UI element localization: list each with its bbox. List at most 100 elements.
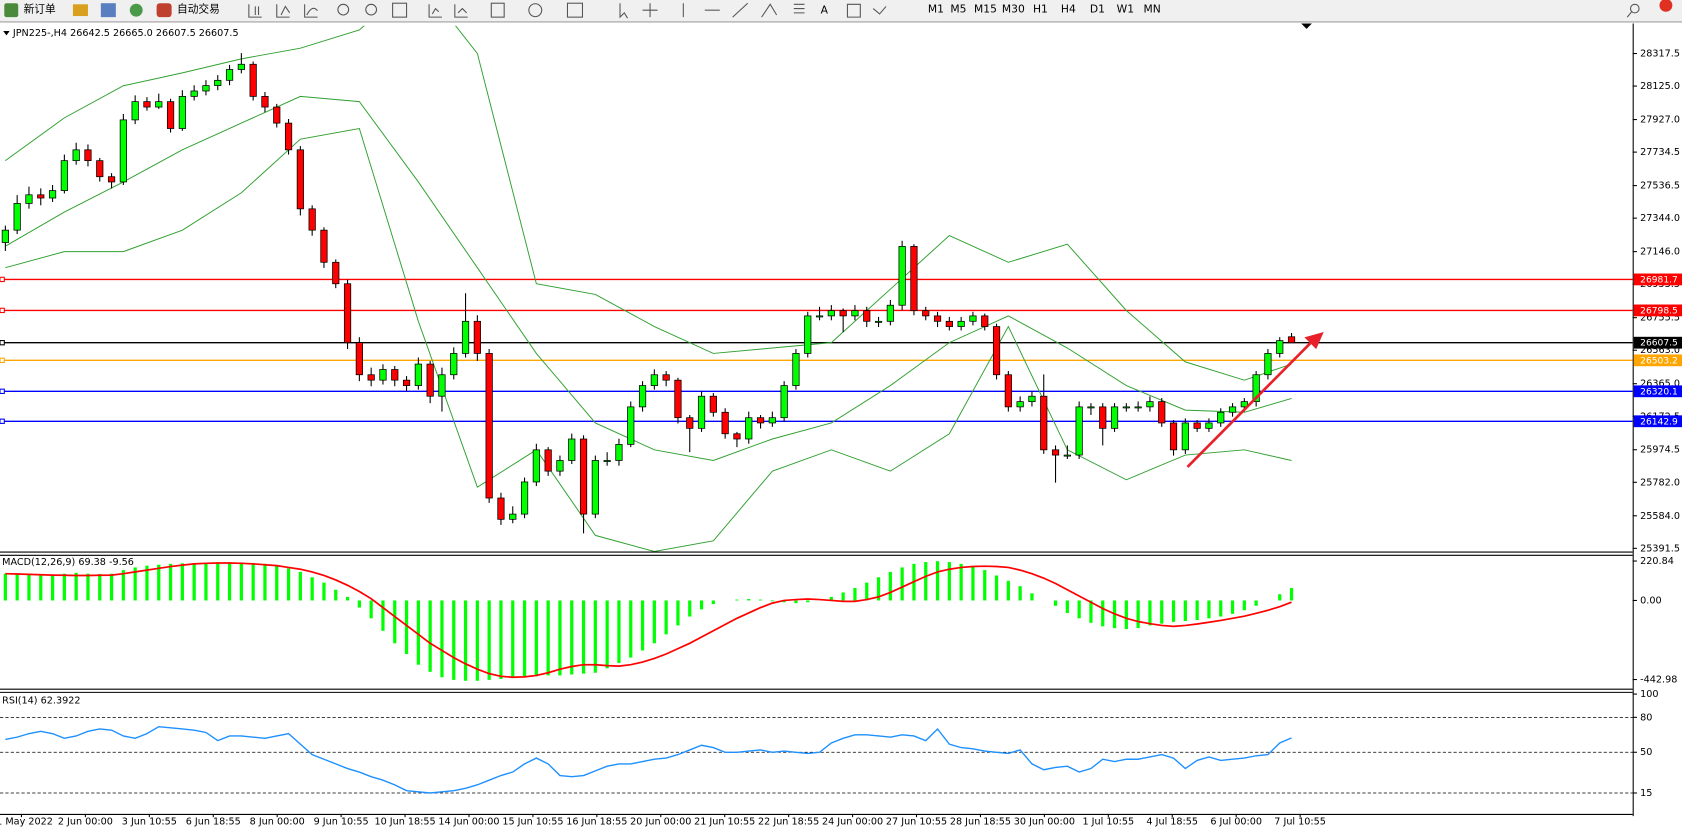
auto-trade-icon[interactable] bbox=[156, 3, 172, 18]
macd-bar bbox=[1148, 600, 1152, 626]
level-label: 26503.2 bbox=[1640, 356, 1678, 366]
period-button[interactable]: M30 bbox=[1002, 3, 1025, 16]
icon[interactable] bbox=[100, 3, 116, 18]
macd-bar bbox=[1289, 588, 1294, 601]
macd-bar bbox=[853, 587, 857, 601]
candle-body bbox=[745, 417, 753, 440]
macd-bar bbox=[1230, 600, 1235, 614]
macd-bar bbox=[487, 600, 491, 680]
candle-body bbox=[414, 363, 422, 386]
candle-body bbox=[863, 310, 871, 322]
macd-bar bbox=[1077, 600, 1081, 619]
macd-bar bbox=[1053, 600, 1058, 606]
candle-body bbox=[1228, 406, 1237, 413]
candle-body bbox=[969, 315, 977, 322]
macd-bar bbox=[15, 573, 19, 601]
macd-bar bbox=[109, 573, 114, 601]
candle-body bbox=[556, 460, 564, 472]
candle-body bbox=[945, 320, 953, 327]
level-label: 26607.5 bbox=[1640, 339, 1678, 349]
y-tick-label: 26755.5 bbox=[1640, 313, 1680, 324]
chart-header: JPN225-,H4 26642.5 26665.0 26607.5 26607… bbox=[12, 28, 239, 39]
candle-body bbox=[568, 438, 576, 461]
candle-body bbox=[615, 444, 623, 461]
candle-body bbox=[662, 374, 670, 381]
toolbar-icons[interactable] bbox=[248, 2, 1640, 19]
macd-bar bbox=[994, 575, 999, 601]
x-tick-label: 24 Jun 00:00 bbox=[822, 816, 883, 827]
candle-body bbox=[992, 326, 1001, 376]
y-tick-label: 27146.0 bbox=[1640, 247, 1680, 258]
macd-bar bbox=[1124, 600, 1128, 630]
auto-trade-button[interactable]: 自动交易 bbox=[177, 3, 220, 16]
level-label: 26142.9 bbox=[1640, 417, 1678, 427]
macd-bar bbox=[1278, 594, 1282, 601]
candle-body bbox=[497, 497, 505, 520]
x-tick-label: 10 Jun 18:55 bbox=[374, 816, 435, 827]
x-tick-label: 4 Jul 18:55 bbox=[1146, 816, 1198, 827]
new-order-icon[interactable] bbox=[4, 3, 19, 18]
period-button[interactable]: H4 bbox=[1061, 3, 1076, 16]
macd-bar bbox=[133, 567, 137, 601]
new-order-button[interactable]: 新订单 bbox=[24, 3, 56, 16]
macd-bar bbox=[157, 564, 161, 601]
macd-bar bbox=[404, 600, 409, 655]
candle-body bbox=[296, 149, 304, 210]
candle-body bbox=[874, 320, 883, 323]
macd-bar bbox=[971, 566, 975, 601]
macd-bar bbox=[888, 571, 892, 601]
icon[interactable] bbox=[72, 4, 88, 17]
macd-bar bbox=[593, 600, 597, 673]
macd-bar bbox=[227, 562, 232, 601]
level-handle bbox=[0, 388, 5, 394]
macd-bar bbox=[794, 600, 798, 604]
candle-body bbox=[450, 353, 458, 376]
trend-arrow bbox=[1186, 332, 1324, 468]
notification-badge[interactable] bbox=[1659, 0, 1673, 12]
period-button[interactable]: M1 bbox=[928, 3, 944, 16]
axes: 28317.5 28125.0 27927.0 27734.5 27536.5 27344… bbox=[0, 49, 1680, 828]
macd-bar bbox=[782, 600, 786, 603]
candle-body bbox=[72, 149, 80, 162]
candle-body bbox=[1146, 401, 1154, 408]
text-tool-icon[interactable]: A bbox=[821, 4, 829, 17]
period-button[interactable]: D1 bbox=[1090, 3, 1105, 16]
candle-body bbox=[1087, 406, 1095, 409]
candle-body bbox=[933, 315, 942, 322]
level-label-bg bbox=[1633, 304, 1682, 317]
bollinger-band bbox=[5, 25, 1292, 381]
period-button[interactable]: H1 bbox=[1033, 3, 1048, 16]
period-button[interactable]: M5 bbox=[950, 3, 966, 16]
x-tick-label: 8 Jun 00:00 bbox=[250, 816, 305, 827]
rsi-line bbox=[5, 725, 1292, 794]
macd-bar bbox=[546, 600, 550, 676]
candle-body bbox=[202, 85, 210, 92]
period-button[interactable]: W1 bbox=[1117, 3, 1134, 16]
toolbar-bg bbox=[0, 0, 1682, 22]
macd-bar bbox=[216, 562, 220, 601]
candle-body bbox=[190, 90, 198, 97]
candle-body bbox=[591, 460, 599, 515]
macd-header: MACD(12,26,9) 69.38 -9.56 bbox=[2, 557, 134, 568]
level-label-bg bbox=[1633, 385, 1682, 398]
level-handle bbox=[0, 357, 5, 364]
period-button[interactable]: MN bbox=[1144, 3, 1161, 16]
macd-bar bbox=[440, 600, 444, 678]
level-label-bg bbox=[1633, 273, 1682, 286]
symbol-menu-icon[interactable] bbox=[3, 31, 10, 36]
candle-body bbox=[1016, 401, 1024, 408]
candle-body bbox=[1063, 454, 1071, 457]
macd-bar bbox=[688, 600, 692, 617]
candle-body bbox=[84, 149, 92, 162]
macd-bar bbox=[121, 570, 125, 601]
macd-bar bbox=[652, 600, 656, 644]
level-label: 26798.5 bbox=[1640, 306, 1678, 316]
candle-body bbox=[438, 374, 446, 397]
macd-bar bbox=[770, 600, 774, 602]
icon[interactable] bbox=[129, 3, 143, 17]
candle-body bbox=[686, 417, 694, 429]
period-button[interactable]: M15 bbox=[974, 3, 997, 16]
arrow-head bbox=[1304, 332, 1324, 350]
macd-bar bbox=[511, 600, 515, 679]
x-tick-label: 9 Jun 10:55 bbox=[314, 816, 369, 827]
